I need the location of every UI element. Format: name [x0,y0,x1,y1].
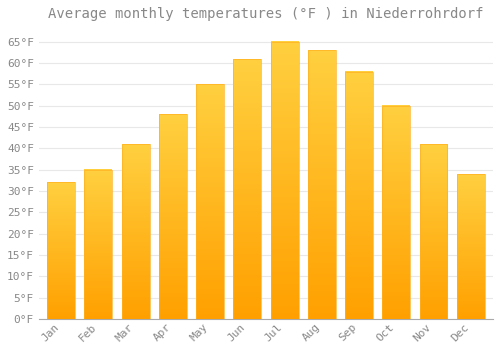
Bar [159,114,187,319]
Bar [420,144,448,319]
Bar [382,106,410,319]
Bar [308,50,336,319]
Bar [196,84,224,319]
Bar [270,42,298,319]
Bar [84,170,112,319]
Bar [47,182,75,319]
Bar [122,144,150,319]
Bar [234,59,262,319]
Title: Average monthly temperatures (°F ) in Niederrohrdorf: Average monthly temperatures (°F ) in Ni… [48,7,484,21]
Bar [457,174,484,319]
Bar [345,72,373,319]
